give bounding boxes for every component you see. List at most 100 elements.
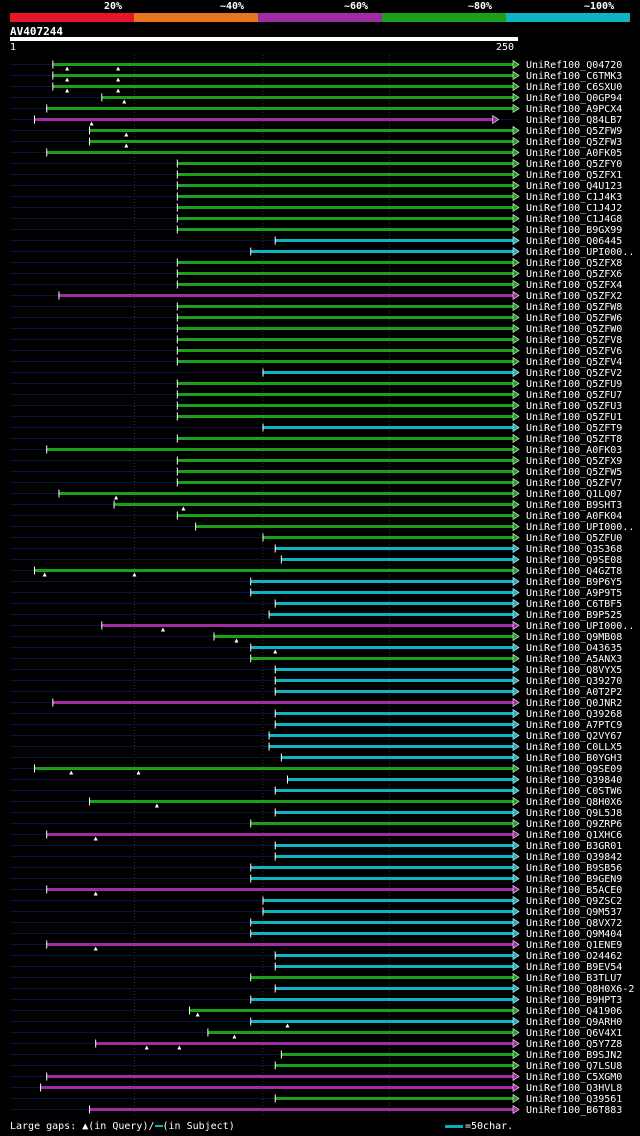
hit-end-arrow (512, 147, 520, 158)
hit-label: UniRef100_Q8VX72 (526, 918, 622, 929)
hit-row: UniRef100_Q39842 (10, 851, 622, 863)
gap-legend-text-2: (in Subject) (162, 1121, 235, 1132)
hit-row: UniRef100_Q5ZFX4 (10, 279, 622, 291)
hit-label: UniRef100_A9P9T5 (526, 588, 622, 599)
hit-row: UniRef100_Q5ZFX2 (10, 290, 622, 302)
hit-end-arrow (512, 213, 520, 224)
hit-row: UniRef100_Q5ZFX6 (10, 268, 622, 280)
hit-end-arrow (512, 972, 520, 983)
hit-row: UniRef100_C1J4G8 (10, 213, 622, 225)
hit-label: UniRef100_Q5ZFT8 (526, 434, 622, 445)
hit-row: UniRef100_A0FK04 (10, 510, 622, 522)
hit-end-arrow (512, 202, 520, 213)
hit-label: UniRef100_Q5ZFX9 (526, 456, 622, 467)
hit-end-arrow (512, 345, 520, 356)
hit-label: UniRef100_C6SXU0 (526, 82, 622, 93)
hit-label: UniRef100_B9GX99 (526, 225, 622, 236)
hit-end-arrow (512, 290, 520, 301)
hit-row: UniRef100_C6TBF5 (10, 598, 622, 610)
hit-label: UniRef100_Q5ZFW8 (526, 302, 622, 313)
hit-end-arrow (512, 1005, 520, 1016)
hit-row: UniRef100_Q41906 (10, 1005, 622, 1017)
hit-end-arrow (512, 169, 520, 180)
query-gap-marker (93, 836, 98, 841)
hit-label: UniRef100_Q06445 (526, 236, 622, 247)
hit-end-arrow (512, 1016, 520, 1027)
query-gap-marker (89, 121, 94, 126)
hit-row: UniRef100_Q84LB7 (10, 114, 622, 126)
hit-end-arrow (512, 246, 520, 257)
hit-end-arrow (512, 279, 520, 290)
hit-end-arrow (512, 785, 520, 796)
gap-legend-text: Large gaps: ▲(in Query)/ (10, 1121, 155, 1132)
hit-row: UniRef100_A0FK05 (10, 147, 622, 159)
hit-row: UniRef100_Q1XHC6 (10, 829, 622, 841)
hit-end-arrow (512, 235, 520, 246)
hit-label: UniRef100_Q41906 (526, 1006, 622, 1017)
hit-label: UniRef100_C6TBF5 (526, 599, 622, 610)
hit-end-arrow (512, 587, 520, 598)
hit-label: UniRef100_A0FK04 (526, 511, 622, 522)
hit-end-arrow (512, 1104, 520, 1115)
hit-end-arrow (512, 1093, 520, 1104)
hit-end-arrow (512, 70, 520, 81)
query-gap-marker (65, 77, 70, 82)
hit-row: UniRef100_B9GEN9 (10, 873, 622, 885)
hit-end-arrow (512, 895, 520, 906)
hit-end-arrow (512, 950, 520, 961)
hit-label: UniRef100_B6T883 (526, 1105, 622, 1116)
hit-row: UniRef100_Q9SE08 (10, 554, 622, 566)
hit-label: UniRef100_Q9ZRP6 (526, 819, 622, 830)
subject-gap-swatch (154, 1125, 163, 1127)
hit-row: UniRef100_UPI000.. (10, 246, 634, 258)
query-gap-marker (132, 572, 137, 577)
hit-label: UniRef100_Q8H0X6-2 (526, 984, 634, 995)
hit-row: UniRef100_B9P525 (10, 609, 622, 621)
hit-end-arrow (512, 510, 520, 521)
hit-row: UniRef100_Q5ZFV6 (10, 345, 622, 357)
hit-row: UniRef100_Q39270 (10, 675, 622, 687)
hit-row: UniRef100_Q5ZFX1 (10, 169, 622, 181)
hit-label: UniRef100_Q9M404 (526, 929, 622, 940)
hit-row: UniRef100_Q39840 (10, 774, 622, 786)
hit-end-arrow (512, 697, 520, 708)
hit-label: UniRef100_C1J4J2 (526, 203, 622, 214)
hit-label: UniRef100_Q5ZFV8 (526, 335, 622, 346)
hit-end-arrow (512, 1060, 520, 1071)
hit-end-arrow (512, 939, 520, 950)
hit-label: UniRef100_Q9ZSC2 (526, 896, 622, 907)
hit-label: UniRef100_Q04720 (526, 60, 622, 71)
hit-end-arrow (512, 675, 520, 686)
hit-end-arrow (512, 576, 520, 587)
hit-row: UniRef100_Q5ZFY0 (10, 158, 622, 170)
gap-legend: Large gaps: ▲(in Query)/ (in Subject) (10, 1121, 235, 1132)
hit-label: UniRef100_A0FK03 (526, 445, 622, 456)
hit-end-arrow (512, 433, 520, 444)
hit-end-arrow (512, 125, 520, 136)
hit-row: UniRef100_Q04720 (10, 59, 622, 71)
hit-end-arrow (512, 488, 520, 499)
hit-end-arrow (512, 906, 520, 917)
query-ruler (10, 37, 518, 41)
hit-end-arrow (512, 840, 520, 851)
hit-row: UniRef100_B9SJN2 (10, 1049, 622, 1061)
hit-label: UniRef100_O24462 (526, 951, 622, 962)
identity-legend-label: ~100% (584, 1, 615, 12)
hit-end-arrow (512, 301, 520, 312)
hit-end-arrow (512, 598, 520, 609)
hit-end-arrow (512, 565, 520, 576)
hit-row: UniRef100_B9GX99 (10, 224, 622, 236)
hit-row: UniRef100_B6T883 (10, 1104, 622, 1116)
hit-label: UniRef100_Q1LQ07 (526, 489, 622, 500)
hit-row: UniRef100_Q9ARH0 (10, 1016, 622, 1028)
hit-row: UniRef100_Q5ZFV8 (10, 334, 622, 346)
hit-end-arrow (512, 158, 520, 169)
hit-row: UniRef100_Q9M537 (10, 906, 622, 918)
hit-label: UniRef100_Q0JNR2 (526, 698, 622, 709)
hit-label: UniRef100_Q3HVL8 (526, 1083, 622, 1094)
hit-label: UniRef100_Q9SE09 (526, 764, 622, 775)
query-gap-marker (116, 66, 121, 71)
hit-row: UniRef100_Q9SE09 (10, 763, 622, 775)
hit-label: UniRef100_B9SHT3 (526, 500, 622, 511)
hit-label: UniRef100_B3TLU7 (526, 973, 622, 984)
